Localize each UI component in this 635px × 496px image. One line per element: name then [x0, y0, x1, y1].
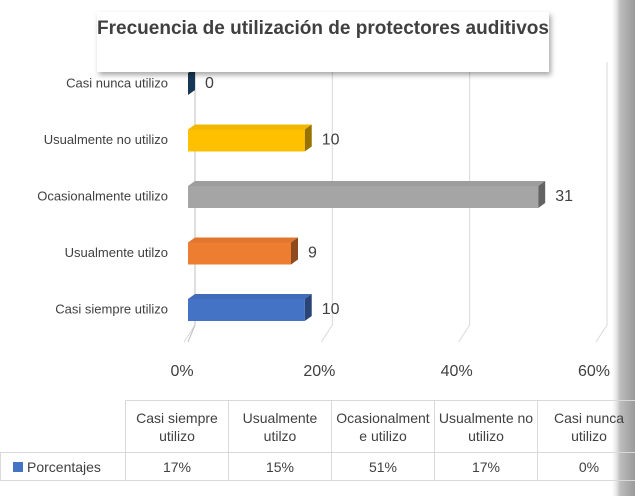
- bar: [188, 237, 298, 265]
- y-tick-label: Ocasionalmente utilizo: [37, 188, 168, 203]
- bar-face: [188, 181, 546, 186]
- bar-face: [188, 299, 305, 321]
- y-tick-label: Usualmente utilzo: [65, 245, 168, 260]
- bar: [188, 124, 312, 152]
- data-label: 10: [322, 301, 340, 318]
- y-tick-label: Usualmente no utilizo: [44, 132, 168, 147]
- bar-face: [188, 242, 291, 265]
- bar-face: [188, 294, 312, 299]
- table-header: Casi siempre utilizo: [125, 400, 229, 453]
- bar-face: [304, 124, 312, 152]
- y-tick-label: Casi nunca utilizo: [66, 75, 168, 90]
- bar-face: [188, 129, 305, 152]
- bar-face: [188, 124, 312, 130]
- legend-key: [13, 461, 23, 472]
- table-header: Usualmente no utilizo: [434, 400, 538, 453]
- page-edge: [610, 0, 635, 496]
- legend-label: Porcentajes: [27, 458, 101, 475]
- table-cell: 17%: [434, 452, 538, 481]
- table-header: Casi nunca utilizo: [537, 400, 635, 453]
- table-header: Usualmente utilzo: [228, 400, 332, 453]
- bar-face: [188, 68, 195, 95]
- bar-face: [291, 237, 298, 265]
- bar-face: [188, 186, 539, 208]
- x-tick-label: 20%: [303, 363, 335, 380]
- table-header: Ocasionalmente utilizo: [331, 400, 435, 453]
- grid-line: [595, 62, 608, 343]
- data-label: 0: [205, 75, 214, 92]
- x-tick-label: 0%: [170, 363, 193, 380]
- table-cell: 15%: [228, 452, 332, 481]
- data-label: 31: [555, 188, 573, 205]
- bar-face: [188, 237, 298, 243]
- bar-face: [304, 294, 312, 321]
- bar: [188, 181, 546, 208]
- x-tick-label: 60%: [578, 363, 610, 380]
- x-tick-label: 40%: [441, 363, 473, 380]
- table-cell: 0%: [537, 452, 635, 481]
- bar-face: [538, 181, 546, 208]
- data-label: 10: [322, 132, 340, 149]
- table-row-label: Porcentajes: [0, 452, 126, 481]
- grid-line: [320, 62, 333, 343]
- bar: [188, 68, 195, 95]
- grid-line: [458, 62, 471, 343]
- y-tick-label: Casi siempre utilizo: [55, 301, 168, 316]
- chart-title: Frecuencia de utilización de protectores…: [97, 12, 549, 72]
- table-cell: 51%: [331, 452, 435, 481]
- bar: [188, 294, 312, 321]
- data-label: 9: [308, 245, 317, 262]
- table-cell: 17%: [125, 452, 229, 481]
